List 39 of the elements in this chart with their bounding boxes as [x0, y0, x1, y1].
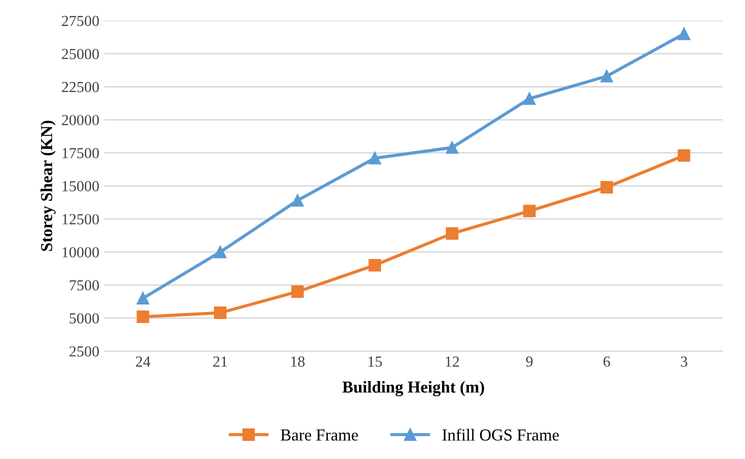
- point: [368, 258, 382, 272]
- y-tick-label: 5000: [70, 313, 99, 324]
- y-tick-label: 17500: [62, 148, 99, 158]
- point: [291, 285, 304, 298]
- y-tick-label: 25000: [62, 48, 99, 60]
- point: [214, 246, 226, 258]
- x-tick-label: 3: [680, 356, 688, 367]
- point: [600, 180, 613, 194]
- y-tick-label: 2500: [70, 346, 99, 357]
- y-tick-label: 15000: [62, 181, 99, 192]
- x-tick-label: 6: [604, 356, 610, 367]
- y-tick-label: 20000: [62, 114, 99, 126]
- x-tick-label: 24: [136, 356, 150, 367]
- legend-label: Bare Frame: [280, 430, 358, 441]
- y-tick-label: 10000: [62, 247, 99, 258]
- point: [291, 194, 304, 207]
- point: [678, 28, 690, 40]
- legend-label: Infill OGS Frame: [442, 428, 559, 441]
- point: [136, 310, 150, 324]
- point: [523, 204, 536, 218]
- point: [136, 292, 150, 305]
- x-tick-label: 9: [526, 356, 533, 367]
- x-tick-label: 21: [213, 356, 227, 367]
- point: [446, 227, 458, 240]
- y-tick-label: 12500: [62, 214, 99, 224]
- point: [523, 92, 536, 105]
- x-tick-label: 15: [368, 356, 382, 367]
- y-tick-label: 22500: [62, 82, 99, 92]
- point: [600, 70, 613, 82]
- x-tick-label: 12: [446, 356, 459, 367]
- y-tick-label: 7500: [70, 280, 99, 290]
- point: [368, 152, 382, 164]
- point: [678, 149, 690, 162]
- x-tick-label: 18: [291, 356, 305, 367]
- x-axis-title: Building Height (m): [342, 380, 484, 396]
- y-tick-label: 27500: [62, 16, 99, 26]
- point: [446, 141, 458, 154]
- point: [214, 306, 226, 320]
- y-axis-title: Storey Shear (KN): [40, 120, 56, 251]
